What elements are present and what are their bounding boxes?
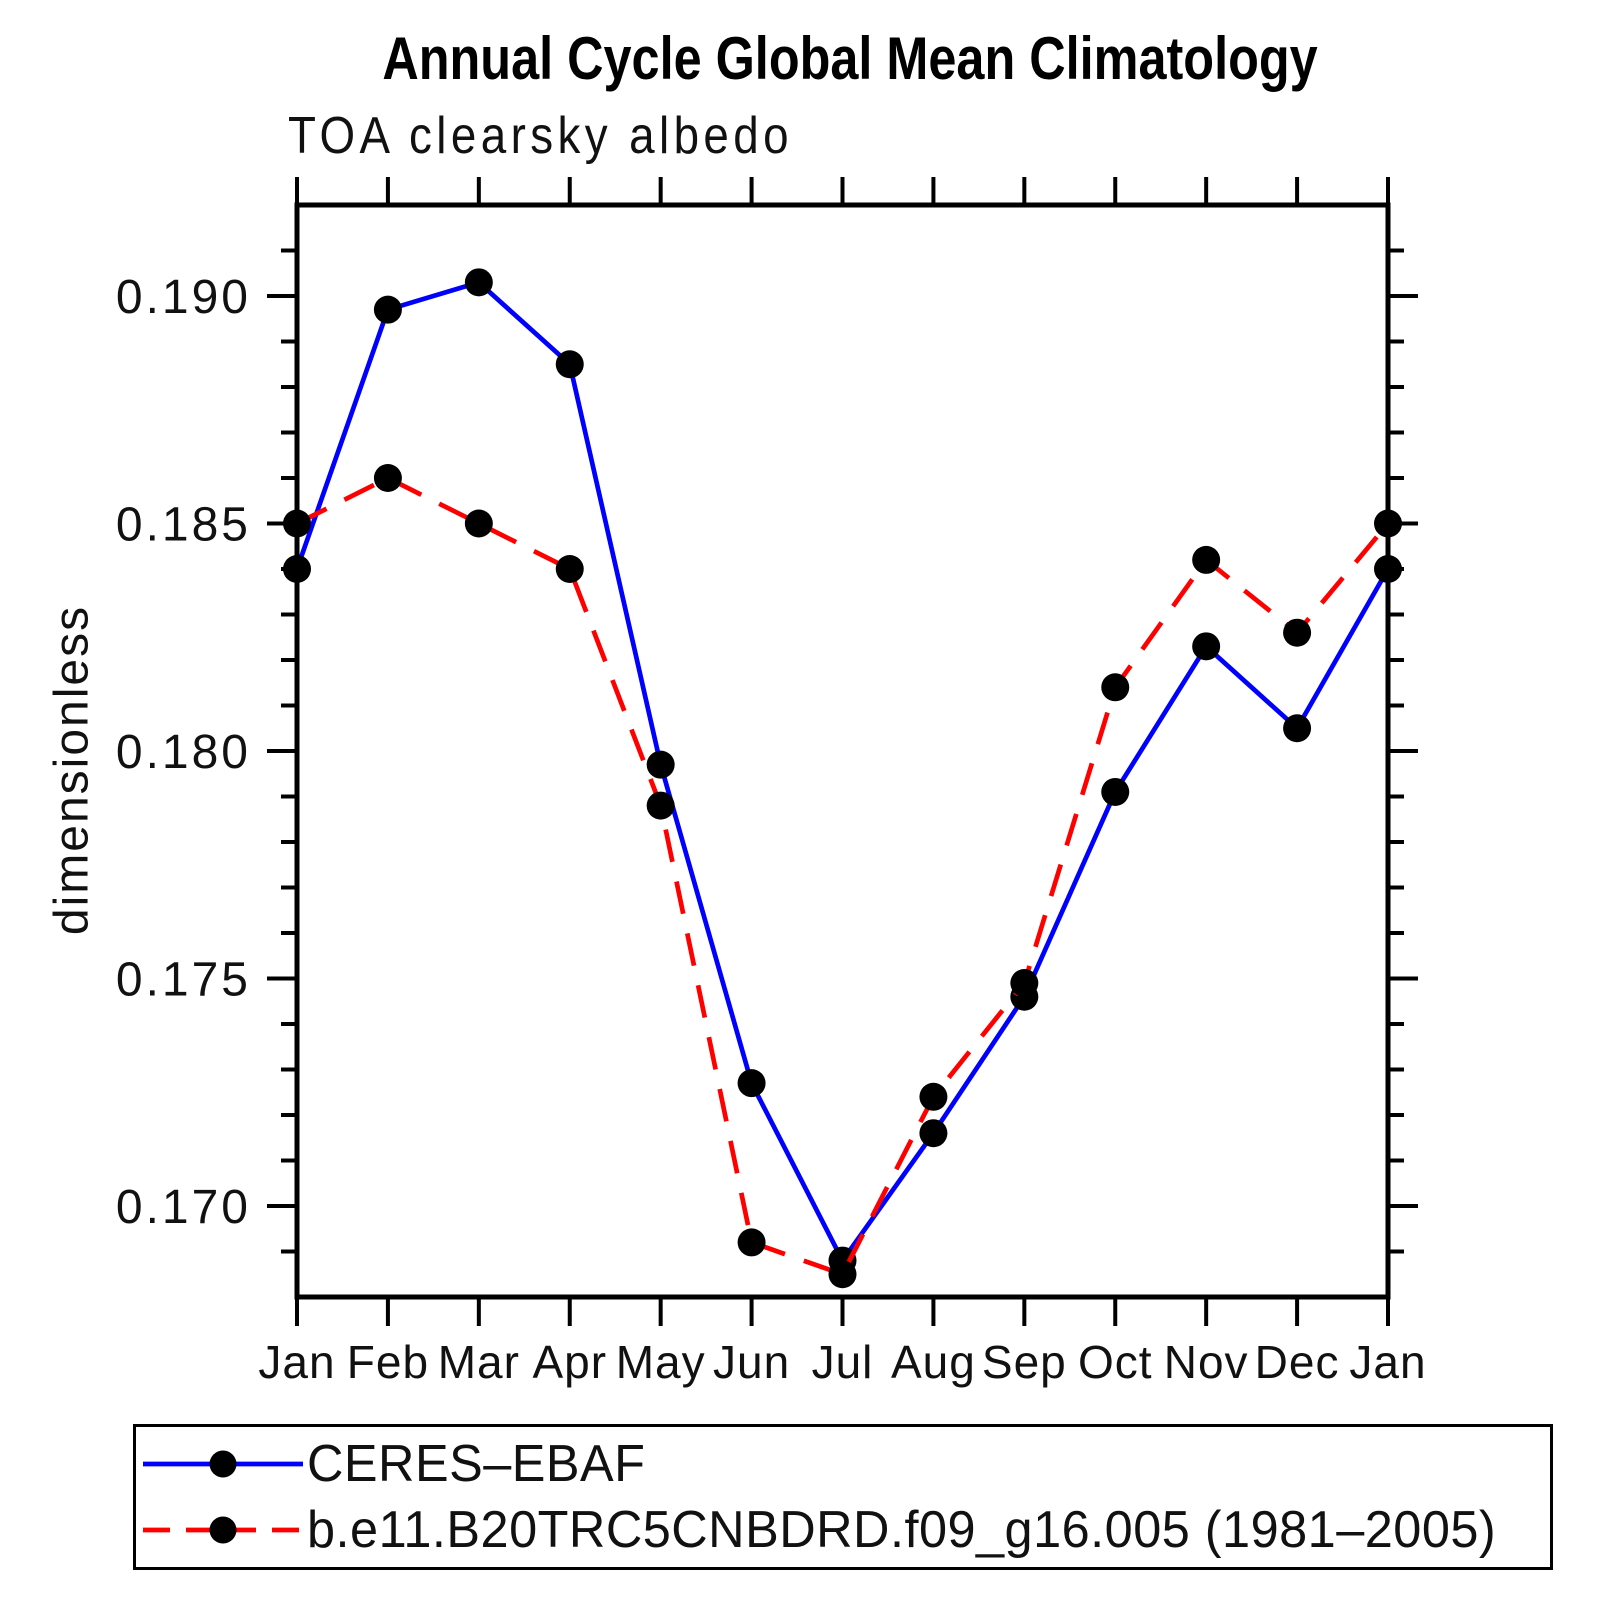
legend-marker-icon: [209, 1450, 237, 1478]
legend-entry-0: CERES–EBAF: [139, 1434, 1550, 1494]
legend-swatch: [143, 1450, 303, 1478]
data-point-marker: [1283, 618, 1312, 647]
y-axis-label: dimensionless: [45, 604, 99, 936]
chart-subtitle: TOA clearsky albedo: [288, 107, 793, 165]
data-point-marker: [919, 1082, 948, 1111]
x-tick-label: Jan: [258, 1336, 335, 1388]
x-tick-label: Mar: [438, 1336, 520, 1388]
data-point-marker: [1374, 555, 1402, 583]
y-tick-label: 0.190: [116, 271, 251, 324]
x-tick-label: Dec: [1255, 1336, 1340, 1388]
x-tick-label: Apr: [532, 1336, 607, 1388]
data-point-marker: [555, 555, 584, 583]
data-point-marker: [1010, 969, 1039, 998]
y-tick-label: 0.185: [116, 499, 251, 552]
x-tick-label: Sep: [982, 1336, 1067, 1388]
data-point-marker: [1374, 509, 1402, 538]
legend-marker-icon: [209, 1516, 237, 1544]
plot-frame: [294, 202, 1391, 1300]
data-point-marker: [646, 750, 675, 779]
x-tick-label: Oct: [1078, 1336, 1153, 1388]
data-point-marker: [283, 509, 311, 538]
series-line-0: [294, 279, 1391, 1266]
data-point-marker: [1101, 673, 1130, 702]
data-point-marker: [283, 555, 311, 583]
x-tick-label: Jan: [1349, 1336, 1426, 1388]
data-point-marker: [1192, 545, 1221, 574]
x-tick-label: May: [616, 1336, 706, 1388]
data-point-marker: [1192, 632, 1221, 661]
chart-title: Annual Cycle Global Mean Climatology: [382, 25, 1318, 92]
y-tick-label: 0.170: [116, 1181, 251, 1234]
data-point-marker: [1101, 777, 1130, 806]
y-tick-label: 0.180: [116, 726, 251, 779]
data-point-marker: [737, 1069, 766, 1098]
data-point-marker: [919, 1119, 948, 1148]
legend-swatch: [143, 1516, 303, 1544]
series-line-1: [295, 475, 1390, 1278]
legend-box: CERES–EBAF b.e11.B20TRC5CNBDRD.f09_g16.00…: [133, 1424, 1553, 1570]
legend-series-label: b.e11.B20TRC5CNBDRD.f09_g16.005 (1981–20…: [307, 1501, 1497, 1560]
data-point-marker: [373, 295, 402, 324]
data-point-marker: [828, 1260, 857, 1289]
legend-series-label: CERES–EBAF: [307, 1434, 646, 1493]
data-point-marker: [464, 509, 493, 538]
x-tick-label: Jun: [713, 1336, 790, 1388]
x-tick-label: Aug: [891, 1336, 976, 1388]
x-tick-label: Feb: [347, 1336, 429, 1388]
data-point-marker: [1283, 714, 1312, 743]
data-point-marker: [555, 350, 584, 379]
x-tick-label: Nov: [1164, 1336, 1249, 1388]
y-tick-label: 0.175: [116, 954, 251, 1007]
data-point-marker: [373, 464, 402, 492]
data-point-marker: [464, 268, 493, 297]
data-point-marker: [737, 1228, 766, 1257]
data-point-marker: [646, 791, 675, 820]
x-tick-label: Jul: [812, 1336, 874, 1388]
legend-entry-1: b.e11.B20TRC5CNBDRD.f09_g16.005 (1981–20…: [139, 1500, 1550, 1560]
